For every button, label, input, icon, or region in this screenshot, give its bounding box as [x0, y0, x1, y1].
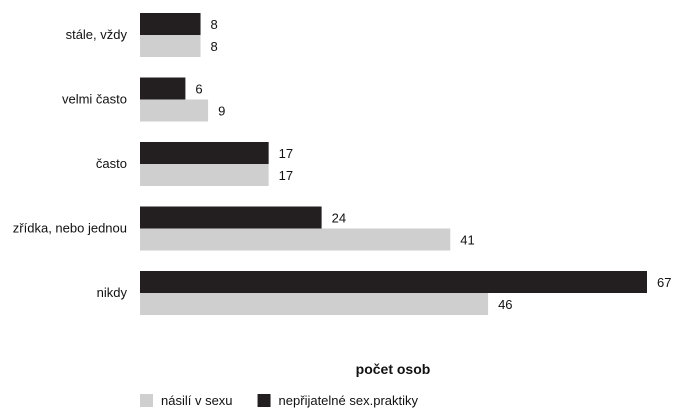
data-label: 17 — [279, 168, 293, 183]
category-label: často — [96, 156, 127, 171]
bar — [140, 35, 201, 57]
plot-area: stále, vždy 8 8 velmi často 6 9 často 17 17 zřídk… — [13, 13, 671, 315]
category-label: velmi často — [62, 92, 127, 107]
category-label: nikdy — [97, 285, 128, 300]
legend-swatch — [140, 394, 153, 407]
data-label: 67 — [657, 275, 671, 290]
data-label: 6 — [195, 82, 202, 97]
data-label: 46 — [498, 297, 512, 312]
data-label: 24 — [332, 211, 346, 226]
legend-label: násilí v sexu — [161, 393, 233, 408]
bar — [140, 271, 647, 293]
bar — [140, 142, 269, 164]
data-label: 41 — [460, 233, 474, 248]
data-label: 8 — [211, 39, 218, 54]
data-label: 8 — [211, 17, 218, 32]
bar — [140, 13, 201, 35]
x-axis-label: počet osob — [356, 361, 431, 377]
category-label: stále, vždy — [66, 27, 128, 42]
data-label: 17 — [279, 146, 293, 161]
bar — [140, 206, 322, 229]
bar — [140, 228, 451, 251]
bar — [140, 164, 269, 186]
bar — [140, 293, 489, 315]
bar — [140, 77, 186, 100]
legend-swatch — [257, 394, 271, 407]
bar — [140, 99, 209, 122]
category-label: zřídka, nebo jednou — [13, 221, 127, 236]
data-label: 9 — [218, 104, 225, 119]
legend-label: nepřijatelné sex.praktiky — [279, 393, 419, 408]
legend: násilí v sexu nepřijatelné sex.praktiky — [140, 393, 419, 408]
